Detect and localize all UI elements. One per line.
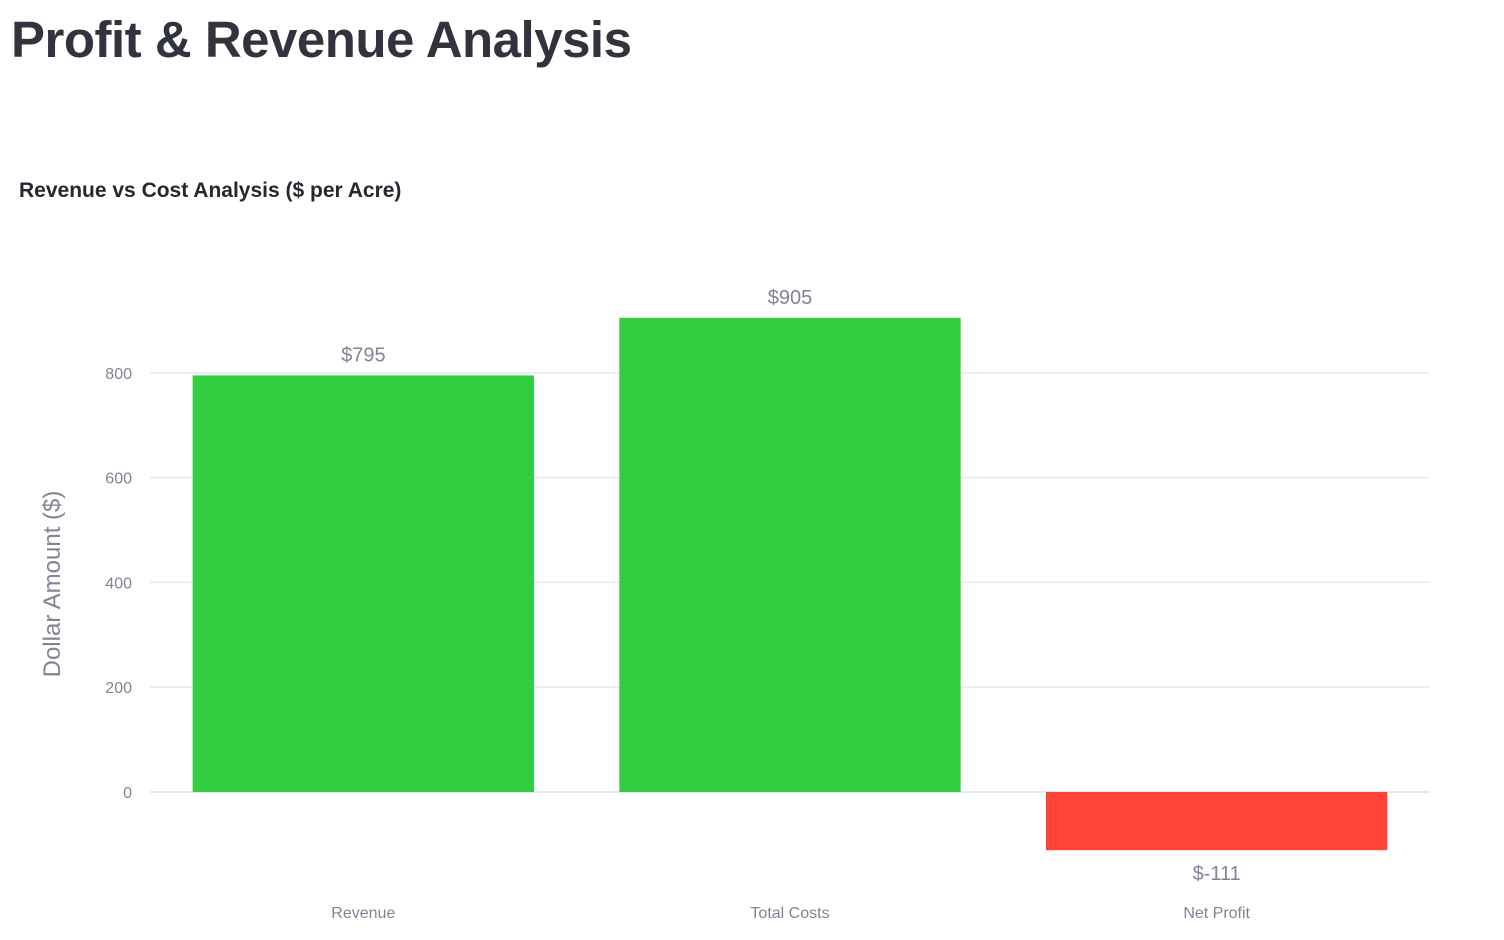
page-title: Profit & Revenue Analysis xyxy=(11,11,632,68)
y-axis: 0 200 400 600 800 xyxy=(105,366,132,802)
bar-net-profit[interactable] xyxy=(1046,792,1388,851)
data-label: $905 xyxy=(768,287,813,309)
bar-layer xyxy=(192,317,1388,851)
y-tick-label: 800 xyxy=(105,366,132,383)
y-axis-title: Dollar Amount ($) xyxy=(39,491,66,678)
bar-total-costs[interactable] xyxy=(619,317,961,792)
data-label: $-111 xyxy=(1193,863,1241,885)
chart-title: Revenue vs Cost Analysis ($ per Acre) xyxy=(19,179,401,202)
x-tick-label: Net Profit xyxy=(1183,905,1250,922)
y-tick-label: 400 xyxy=(105,575,132,592)
label-layer: $795 $905 $-111 xyxy=(341,287,1241,885)
data-label: $795 xyxy=(341,344,386,366)
y-tick-label: 200 xyxy=(105,680,132,697)
y-tick-label: 600 xyxy=(105,471,132,488)
x-tick-label: Total Costs xyxy=(750,905,829,922)
x-axis: Revenue Total Costs Net Profit xyxy=(331,905,1250,922)
bar-revenue[interactable] xyxy=(192,375,534,792)
y-tick-label: 0 xyxy=(123,785,132,802)
x-tick-label: Revenue xyxy=(331,905,395,922)
